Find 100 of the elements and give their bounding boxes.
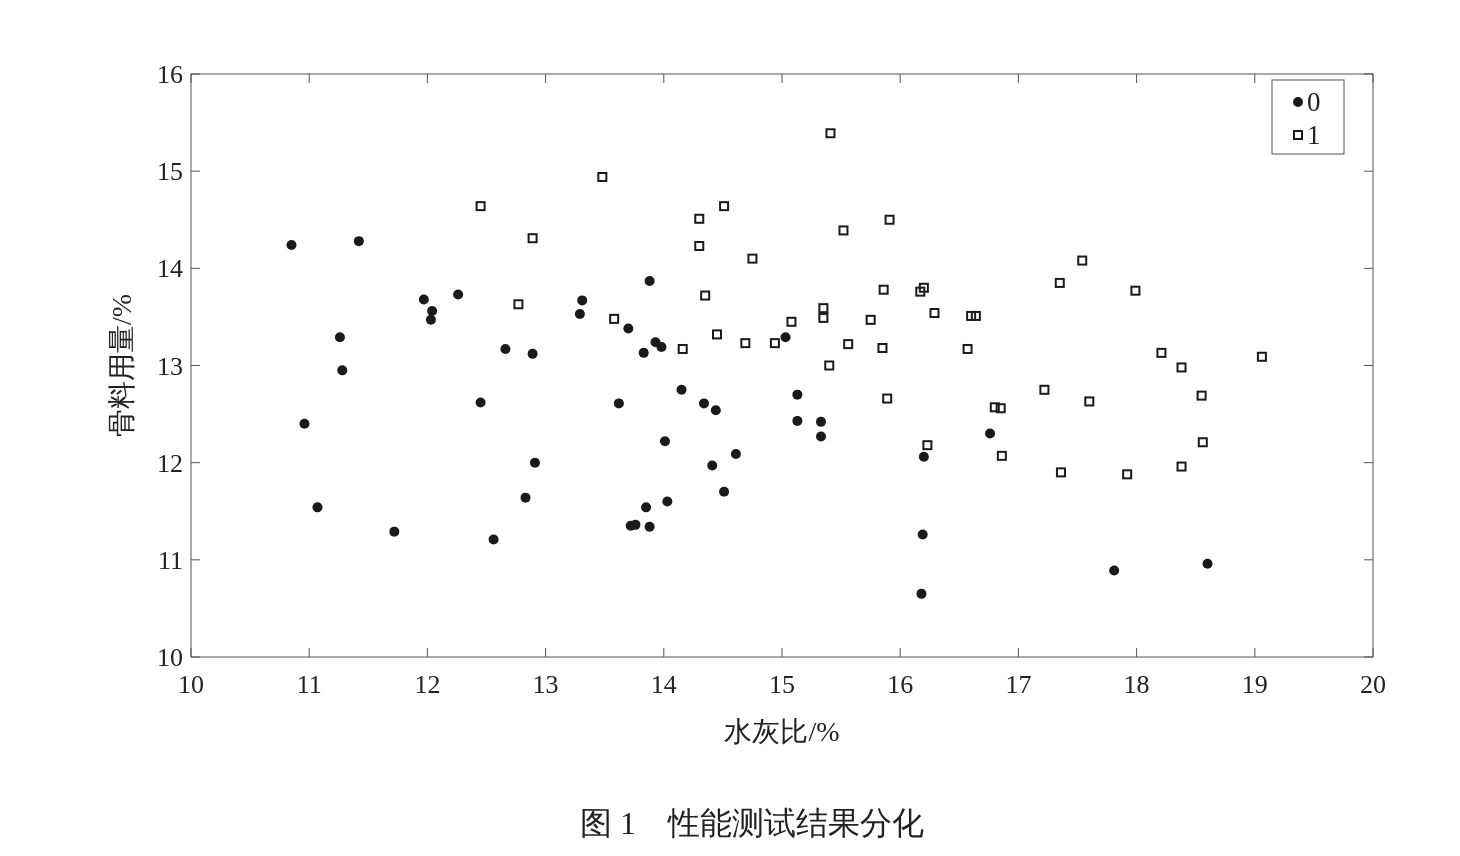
- point: [1055, 467, 1066, 478]
- point: [730, 448, 741, 459]
- point: [916, 588, 927, 599]
- point: [609, 313, 620, 324]
- y-tick-label: 15: [157, 157, 183, 187]
- point: [1197, 437, 1208, 448]
- point: [1122, 469, 1133, 480]
- point: [966, 310, 977, 321]
- point: [1039, 384, 1050, 395]
- point: [520, 492, 531, 503]
- x-tick-label: 15: [769, 670, 795, 699]
- point: [711, 329, 722, 340]
- point: [719, 486, 730, 497]
- x-tick-label: 18: [1123, 670, 1150, 699]
- point: [816, 431, 827, 442]
- point: [513, 299, 524, 310]
- point: [425, 314, 436, 325]
- x-axis-title: 水灰比/%: [724, 716, 840, 747]
- point: [792, 389, 803, 400]
- x-tick-label: 12: [414, 670, 441, 699]
- point: [1077, 255, 1088, 266]
- point: [884, 214, 895, 225]
- point: [878, 284, 889, 295]
- y-tick-label: 16: [157, 60, 183, 89]
- point: [597, 172, 608, 182]
- y-tick-label: 12: [157, 448, 183, 478]
- point: [1176, 362, 1187, 373]
- point: [747, 253, 758, 264]
- point: [818, 303, 829, 314]
- point: [312, 502, 323, 513]
- point: [529, 457, 540, 468]
- point: [843, 339, 854, 350]
- point: [825, 128, 836, 139]
- point: [786, 316, 797, 327]
- point: [1054, 277, 1065, 288]
- point: [337, 365, 348, 376]
- point: [500, 343, 511, 354]
- point: [918, 282, 929, 293]
- point: [389, 526, 400, 537]
- point: [427, 306, 438, 317]
- text: 图 1 性能测试结果分化: [580, 805, 924, 841]
- point: [707, 460, 718, 471]
- point: [488, 534, 499, 545]
- point: [1084, 396, 1095, 407]
- point: [929, 308, 940, 319]
- x-tick-label: 14: [650, 670, 677, 699]
- point: [574, 309, 585, 319]
- point: [677, 343, 688, 354]
- point: [1202, 558, 1213, 569]
- point: [613, 398, 624, 409]
- point: [792, 415, 803, 426]
- point: [710, 405, 721, 416]
- point: [527, 233, 538, 244]
- point: [676, 384, 687, 395]
- point: [644, 521, 655, 532]
- point: [769, 338, 780, 349]
- point: [453, 289, 464, 300]
- point: [286, 240, 297, 251]
- point: [995, 403, 1006, 414]
- point: [816, 416, 827, 427]
- point: [1256, 351, 1267, 362]
- point: [656, 342, 667, 353]
- point: [915, 286, 926, 297]
- point: [334, 332, 345, 343]
- point: [644, 275, 655, 286]
- y-axis-title: 骨料用量/%: [106, 293, 137, 438]
- point: [694, 240, 705, 251]
- y-tick-label: 10: [157, 643, 183, 672]
- point: [475, 397, 486, 408]
- point: [918, 451, 929, 462]
- point: [1176, 461, 1187, 472]
- y-tick-label: 14: [157, 254, 183, 284]
- point: [641, 502, 652, 513]
- point: [700, 290, 711, 301]
- y-tick-label: 11: [157, 545, 183, 575]
- point: [877, 343, 888, 354]
- point: [989, 402, 1000, 413]
- point: [698, 398, 709, 409]
- point: [1109, 565, 1120, 576]
- point: [1156, 347, 1167, 358]
- y-tick-label: 13: [157, 351, 183, 381]
- point: [985, 428, 996, 439]
- x-tick-label: 20: [1360, 670, 1386, 699]
- legend-label: 1: [1307, 120, 1321, 150]
- x-tick-label: 13: [532, 670, 559, 699]
- point: [917, 529, 928, 540]
- x-tick-label: 17: [1005, 670, 1032, 699]
- point: [694, 213, 705, 224]
- point: [418, 294, 429, 305]
- x-tick-label: 16: [887, 670, 914, 699]
- point: [818, 312, 829, 323]
- point: [719, 201, 730, 212]
- legend-label: 0: [1307, 87, 1321, 117]
- point: [475, 201, 486, 212]
- point: [1130, 285, 1141, 296]
- point: [740, 338, 751, 349]
- point: [838, 225, 849, 236]
- point: [353, 236, 364, 247]
- point: [662, 496, 673, 507]
- point: [1196, 390, 1207, 401]
